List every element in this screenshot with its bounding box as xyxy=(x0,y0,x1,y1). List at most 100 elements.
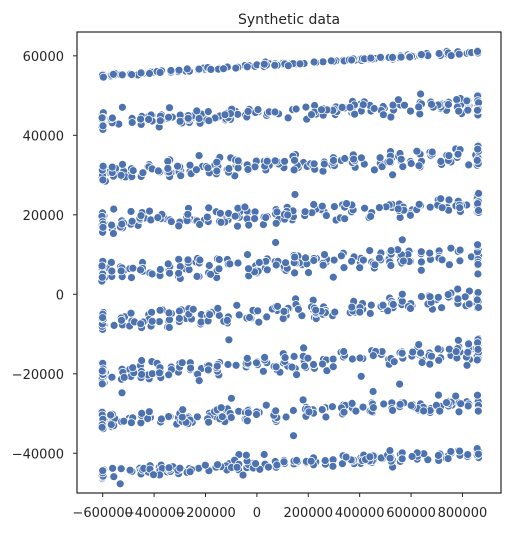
data-point xyxy=(97,272,107,282)
data-point xyxy=(405,210,415,220)
data-point xyxy=(136,114,146,124)
data-point xyxy=(472,295,482,305)
data-point xyxy=(366,53,376,63)
data-point xyxy=(396,154,406,164)
data-point xyxy=(174,65,184,75)
data-point xyxy=(117,315,126,325)
data-point xyxy=(398,162,408,172)
data-point xyxy=(453,149,463,159)
data-point xyxy=(349,154,359,164)
data-point xyxy=(261,400,271,410)
data-point xyxy=(356,153,366,163)
data-point xyxy=(291,104,301,114)
data-point xyxy=(217,412,227,422)
data-point xyxy=(174,268,184,278)
data-point xyxy=(374,203,384,213)
data-point xyxy=(98,313,107,323)
data-point xyxy=(463,347,473,357)
data-point xyxy=(329,255,339,265)
data-point xyxy=(397,289,407,299)
data-point xyxy=(339,407,349,417)
data-point xyxy=(474,303,483,312)
data-point xyxy=(397,454,407,464)
data-point xyxy=(163,163,173,173)
data-point xyxy=(452,95,462,104)
data-point xyxy=(165,103,174,113)
data-point xyxy=(329,202,339,212)
data-point xyxy=(434,49,444,58)
data-point xyxy=(464,160,474,170)
data-point xyxy=(281,258,291,268)
data-point xyxy=(97,422,107,432)
data-point xyxy=(203,163,213,173)
data-point xyxy=(416,265,426,275)
data-point xyxy=(339,347,349,356)
data-point xyxy=(283,61,293,71)
data-point xyxy=(136,68,146,78)
data-point xyxy=(369,104,379,113)
data-point xyxy=(454,407,464,417)
data-point xyxy=(347,256,357,266)
data-point xyxy=(358,402,368,412)
data-point xyxy=(153,166,163,176)
data-point xyxy=(272,460,282,470)
data-point xyxy=(350,109,360,119)
data-point xyxy=(473,240,483,250)
data-point xyxy=(254,258,264,267)
data-point xyxy=(437,303,447,313)
data-point xyxy=(434,355,444,365)
data-point xyxy=(125,465,135,475)
data-point xyxy=(345,103,355,112)
data-point xyxy=(287,362,297,372)
data-point xyxy=(147,316,157,326)
data-point xyxy=(416,348,426,358)
data-point xyxy=(443,454,453,464)
data-point xyxy=(204,116,214,126)
data-point xyxy=(242,62,252,72)
data-point xyxy=(433,450,443,460)
data-point xyxy=(136,265,145,275)
data-point xyxy=(232,300,242,310)
data-point xyxy=(147,369,157,379)
data-point xyxy=(336,251,346,261)
data-point xyxy=(309,360,318,369)
data-point xyxy=(164,112,174,122)
data-point xyxy=(128,166,138,176)
data-point xyxy=(303,353,313,363)
data-point xyxy=(301,102,311,112)
data-point xyxy=(262,265,272,275)
data-point xyxy=(309,200,319,209)
data-point xyxy=(427,351,436,361)
data-point xyxy=(329,155,338,165)
x-axis: −600000−400000−200000 0 200000 400000 600000… xyxy=(72,493,487,521)
data-point xyxy=(366,300,376,310)
data-point xyxy=(388,53,397,62)
data-point xyxy=(278,314,288,324)
data-point xyxy=(295,59,305,69)
data-point xyxy=(216,217,226,227)
data-point xyxy=(397,348,407,358)
data-point xyxy=(271,362,281,372)
data-point xyxy=(97,366,107,376)
data-point xyxy=(341,452,351,462)
data-point xyxy=(204,261,214,270)
data-point xyxy=(358,255,368,265)
data-point xyxy=(119,416,129,426)
data-point xyxy=(174,254,184,264)
data-point xyxy=(174,221,184,231)
data-point xyxy=(202,212,212,222)
data-point xyxy=(109,204,119,214)
data-point xyxy=(118,102,127,112)
data-point xyxy=(355,353,365,363)
data-point xyxy=(155,68,165,77)
data-point xyxy=(378,110,388,120)
data-point xyxy=(433,344,443,354)
data-point xyxy=(406,159,416,168)
data-point xyxy=(273,301,282,311)
y-tick-label: −20000 xyxy=(12,368,64,383)
data-point xyxy=(177,412,187,422)
data-point xyxy=(98,161,108,171)
data-point xyxy=(389,357,399,367)
data-point xyxy=(311,305,321,315)
data-point xyxy=(259,450,269,459)
